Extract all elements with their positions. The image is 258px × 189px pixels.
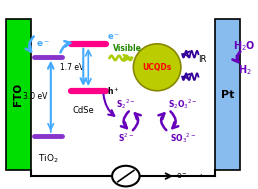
Text: S$^{2-}$: S$^{2-}$ — [118, 132, 134, 144]
Text: h$^+$: h$^+$ — [107, 85, 120, 97]
Text: CdSe: CdSe — [72, 106, 94, 115]
Bar — [6, 19, 31, 170]
Text: e$^-$ $\longrightarrow$: e$^-$ $\longrightarrow$ — [176, 171, 204, 181]
Text: e$^-$: e$^-$ — [36, 40, 50, 50]
Text: IR: IR — [198, 56, 206, 64]
Text: SO$_3$$^{2-}$: SO$_3$$^{2-}$ — [170, 131, 197, 145]
Text: H$_2$O: H$_2$O — [233, 39, 256, 53]
Text: e$^-$: e$^-$ — [107, 32, 120, 42]
Text: FTO: FTO — [13, 83, 23, 106]
Text: S$_2$O$_3$$^{2-}$: S$_2$O$_3$$^{2-}$ — [168, 97, 198, 111]
Bar — [215, 19, 240, 170]
Text: Pt: Pt — [221, 90, 234, 99]
Text: S$_2$$^{2-}$: S$_2$$^{2-}$ — [116, 97, 136, 111]
Text: H$_2$: H$_2$ — [238, 63, 252, 77]
Ellipse shape — [133, 44, 181, 91]
Text: 3.0 eV: 3.0 eV — [23, 92, 47, 101]
Text: TiO$_2$: TiO$_2$ — [38, 153, 59, 165]
Text: 1.7 eV: 1.7 eV — [60, 63, 85, 72]
Text: Visible: Visible — [113, 44, 142, 53]
Circle shape — [112, 166, 140, 186]
Text: UCQDs: UCQDs — [142, 63, 172, 72]
